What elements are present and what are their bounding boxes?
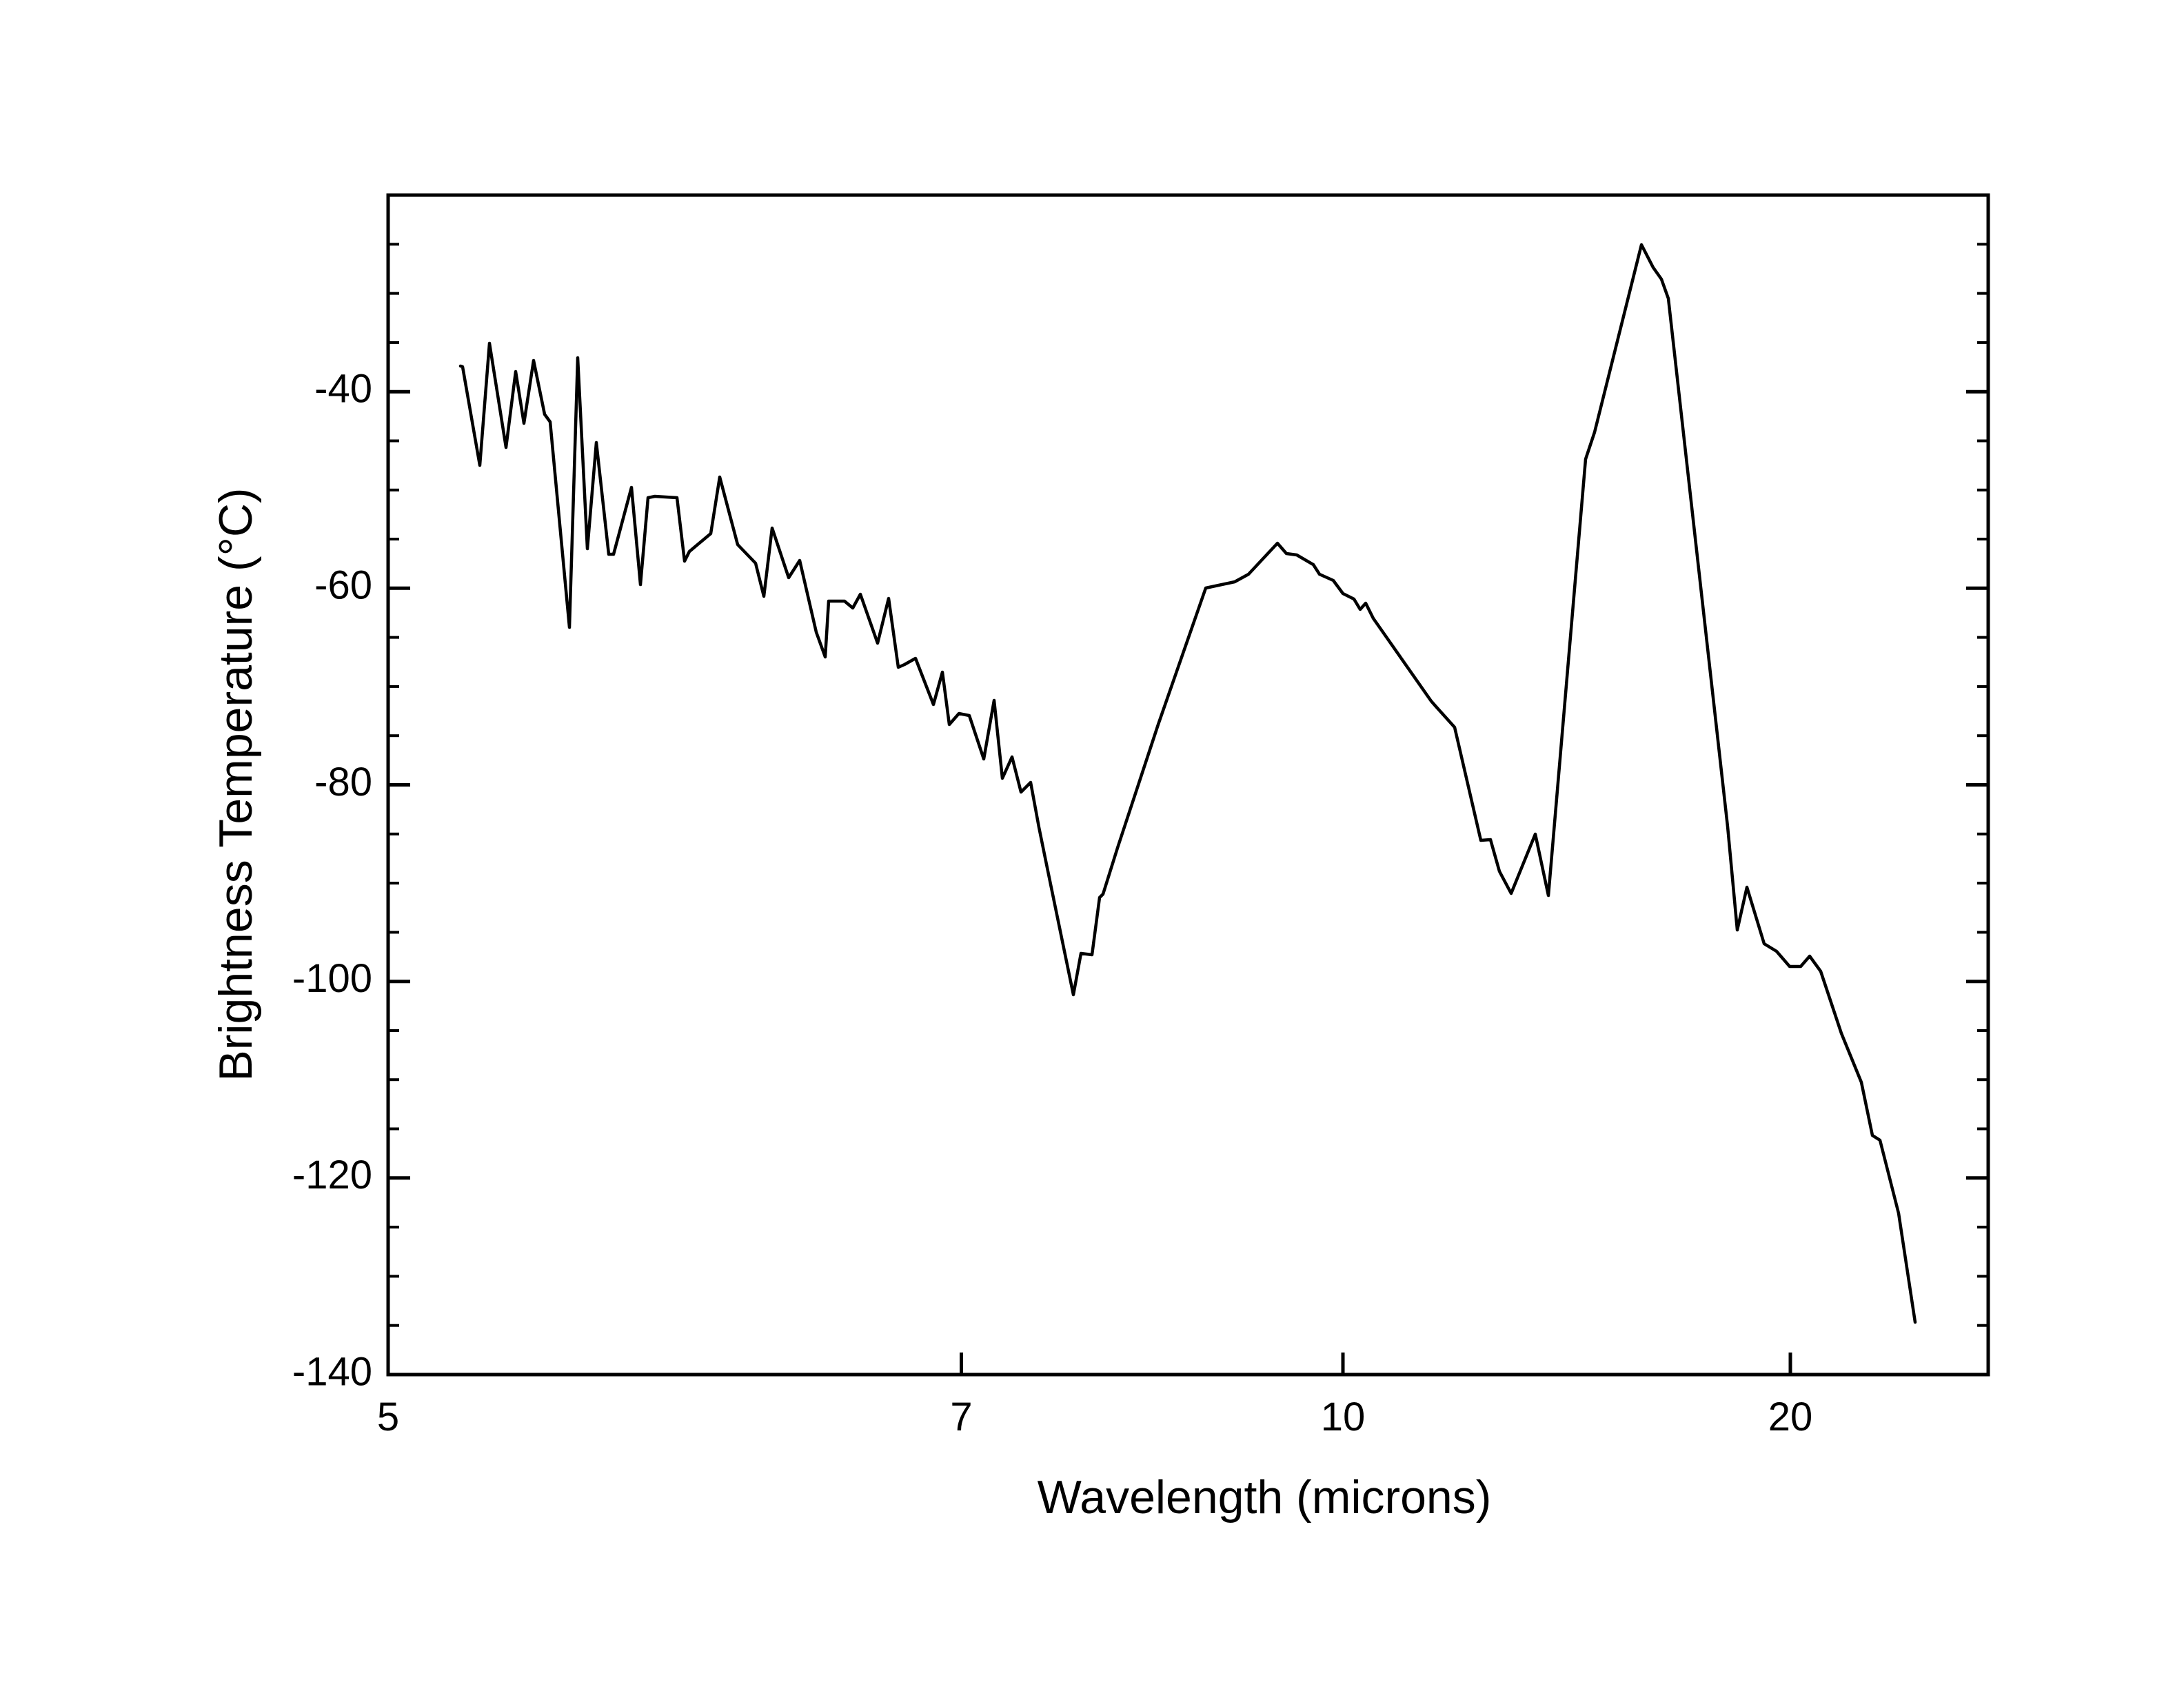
svg-text:-80: -80 xyxy=(314,760,372,804)
svg-text:Brightness Temperature (°C): Brightness Temperature (°C) xyxy=(210,487,262,1081)
svg-text:Wavelength (microns): Wavelength (microns) xyxy=(1038,1471,1492,1523)
svg-text:-60: -60 xyxy=(314,563,372,608)
svg-text:-40: -40 xyxy=(314,367,372,412)
svg-text:-100: -100 xyxy=(292,956,372,1001)
svg-text:20: 20 xyxy=(1768,1395,1813,1439)
svg-text:-140: -140 xyxy=(292,1349,372,1394)
svg-text:5: 5 xyxy=(377,1395,399,1439)
svg-text:7: 7 xyxy=(950,1395,972,1439)
svg-text:10: 10 xyxy=(1321,1395,1366,1439)
svg-text:-120: -120 xyxy=(292,1153,372,1197)
